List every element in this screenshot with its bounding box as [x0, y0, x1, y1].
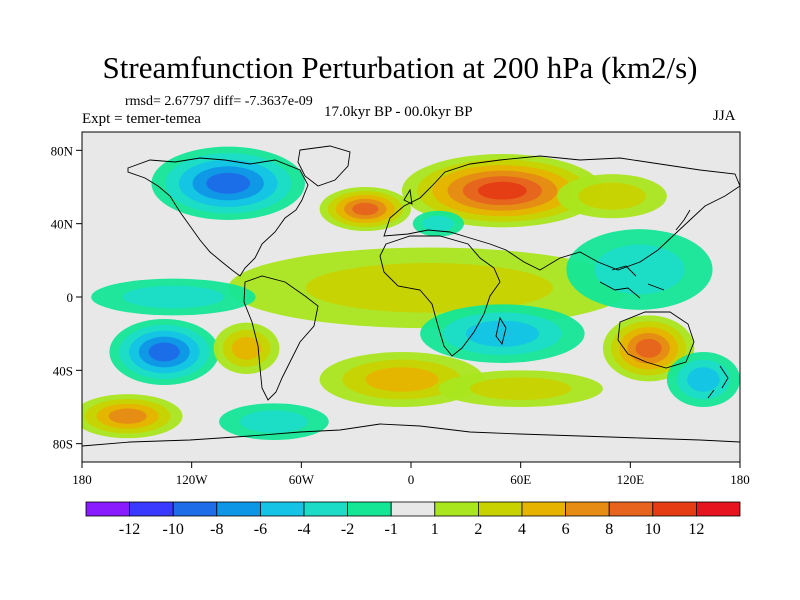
stats-line: rmsd= 2.67797 diff= -7.3637e-09: [125, 94, 313, 109]
coast-africa: [379, 235, 501, 357]
colorbar-swatch: [434, 501, 479, 517]
contour-mediterranean-low-level--2: [422, 215, 455, 232]
contour-europe-high-level-10: [478, 181, 527, 200]
coast-british-isles: [403, 188, 413, 205]
coast-eurasia: [383, 155, 740, 271]
coast-madagascar: [495, 316, 507, 346]
chart-title: Streamfunction Perturbation at 200 hPa (…: [102, 50, 698, 85]
contour-south-atlantic-high-level-4: [365, 367, 439, 392]
colorbar-label: -10: [163, 521, 184, 538]
latitude-axis: 80N 40N 0 40S 80S: [51, 143, 82, 452]
lon-tick-label: 60E: [510, 472, 531, 487]
colorbar-swatch: [172, 501, 218, 517]
lon-tick-label: 180: [730, 472, 750, 487]
colorbar-label: 6: [562, 521, 570, 538]
colorbar-label: -6: [254, 521, 267, 538]
contour-south-atlantic-low-level--2: [240, 410, 308, 433]
colorbar-label: -2: [341, 521, 354, 538]
contour-south-pacific-low-level--8: [148, 342, 180, 362]
colorbar-swatch: [390, 501, 436, 517]
contour-south-indian-high-level-2: [470, 377, 572, 400]
coast-maritime-continent: [599, 265, 665, 299]
colorbar-label: 2: [474, 521, 482, 538]
colorbar-swatch: [129, 501, 174, 517]
colorbar-label: 4: [518, 521, 526, 538]
contour-north-pacific-low-level--2: [122, 285, 225, 309]
experiment-label: Expt = temer-temea: [82, 111, 201, 127]
lat-tick-label: 80S: [53, 437, 73, 452]
contour-australia-high-level-8: [635, 338, 662, 358]
contour-tropical-band-high-level-2: [305, 263, 554, 313]
colorbar-swatch: [608, 501, 654, 517]
coast-australia: [617, 311, 695, 369]
colorbar-label: -4: [297, 521, 310, 538]
colorbar-swatch: [652, 501, 697, 517]
colorbar: -12 -10 -8 -6 -4 -2 -1 1 2 4 6 8 10 12: [85, 501, 741, 538]
lon-tick-label: 180: [72, 472, 92, 487]
colorbar-label: 10: [645, 521, 661, 538]
lat-tick-label: 0: [67, 290, 74, 305]
colorbar-swatch: [303, 501, 348, 517]
contour-southern-ocean-low-level--4: [687, 367, 720, 392]
coast-south-america: [243, 275, 319, 401]
lon-tick-label: 120W: [176, 472, 209, 487]
colorbar-label: 8: [605, 521, 613, 538]
colorbar-swatch: [347, 501, 392, 517]
colorbar-swatch: [696, 501, 741, 517]
lat-tick-label: 40N: [51, 217, 74, 232]
colorbar-swatch: [477, 501, 523, 517]
colorbar-swatch: [85, 501, 130, 517]
lat-tick-label: 80N: [51, 143, 74, 158]
lon-tick-label: 120E: [617, 472, 645, 487]
contour-east-asia-high-level-2: [578, 182, 646, 210]
colorbar-swatch: [259, 501, 305, 517]
coast-north-america: [127, 157, 309, 277]
coast-japan: [675, 209, 691, 231]
contour-north-america-low-level--8: [206, 172, 251, 194]
colorbar-label: 1: [431, 521, 439, 538]
colorbar-swatch: [565, 501, 610, 517]
season-label: JJA: [713, 108, 736, 124]
lon-tick-label: 60W: [289, 472, 315, 487]
colorbar-swatch: [521, 501, 566, 517]
contour-field: [82, 146, 740, 440]
contour-south-pacific-high-level-4: [231, 336, 262, 360]
longitude-axis: 180 120W 60W 0 60E 120E 180: [72, 462, 750, 487]
coast-antarctica: [82, 423, 740, 447]
colorbar-label: 12: [688, 521, 704, 538]
colorbar-label: -8: [210, 521, 223, 538]
period-label: 17.0kyr BP - 00.0kyr BP: [324, 104, 473, 120]
coastlines: [82, 145, 740, 447]
coast-new-zealand: [707, 365, 729, 399]
lon-tick-label: 0: [408, 472, 415, 487]
contour-west-pacific-low-level--2: [594, 244, 685, 295]
contour-far-south-pacific-high-level-6: [108, 408, 147, 424]
colorbar-label: -1: [385, 521, 398, 538]
colorbar-swatch: [216, 501, 261, 517]
colorbar-label: -12: [119, 521, 140, 538]
contour-indian-ocean-low-level--4: [465, 320, 539, 347]
coast-greenland: [297, 145, 351, 187]
lat-tick-label: 40S: [53, 363, 73, 378]
contour-north-atlantic-high-level-8: [352, 202, 379, 216]
